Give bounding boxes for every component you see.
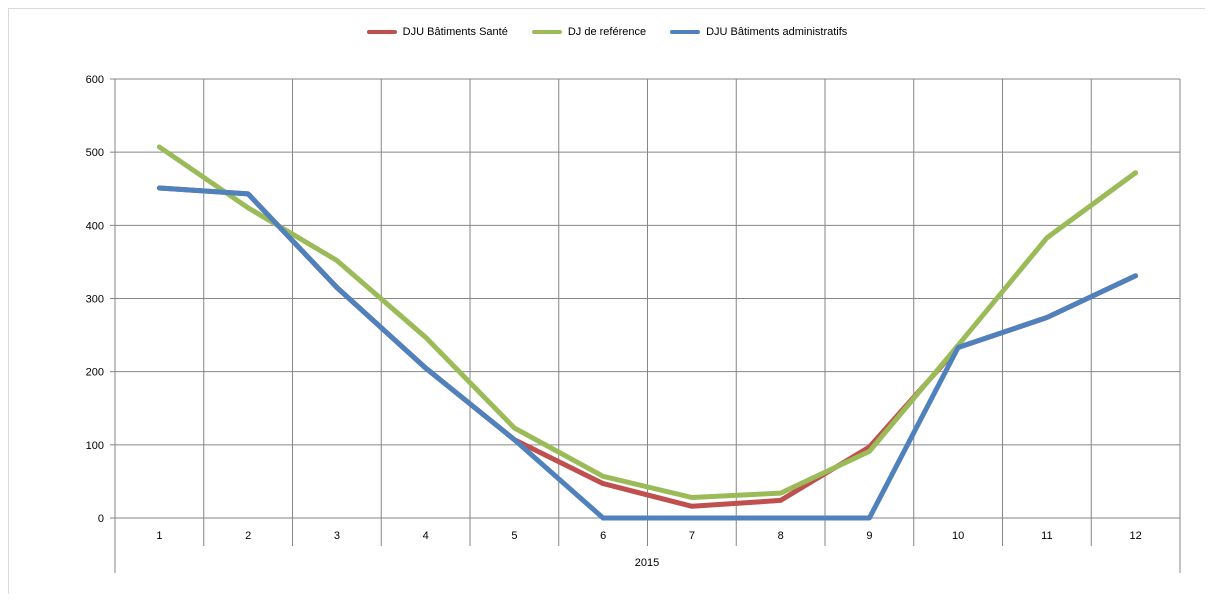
x-tick-label: 12: [1130, 530, 1142, 542]
legend-item-reference: DJ de reférence: [531, 26, 647, 38]
legend-item-administratifs: DJU Bâtiments administratifs: [670, 26, 847, 38]
legend-swatch-sante: [366, 30, 397, 34]
series-group: [156, 144, 1139, 521]
y-tick-label: 300: [86, 294, 104, 306]
legend: DJU Bâtiments Santé DJ de reférence DJU …: [0, 26, 1214, 38]
y-tick-label: 400: [86, 220, 104, 232]
y-tick-label: 600: [86, 74, 104, 86]
chart-frame: [8, 8, 1205, 594]
x-tick-label: 7: [689, 530, 695, 542]
x-tick-label: 10: [952, 530, 964, 542]
legend-swatch-administratifs: [670, 30, 701, 34]
series-line-2: [156, 185, 1139, 521]
legend-swatch-reference: [531, 30, 562, 34]
y-tick-label: 0: [98, 513, 104, 525]
y-tick-label: 100: [86, 440, 104, 452]
x-axis-group-label: 2015: [635, 557, 659, 569]
legend-label-administratifs: DJU Bâtiments administratifs: [706, 26, 848, 38]
x-tick-label: 5: [511, 530, 517, 542]
x-tick-label: 3: [334, 530, 340, 542]
legend-label-sante: DJU Bâtiments Santé: [402, 26, 508, 38]
series-line-1: [156, 144, 1139, 500]
x-tick-label: 9: [866, 530, 872, 542]
x-tick-label: 6: [600, 530, 606, 542]
x-tick-label: 4: [423, 530, 429, 542]
x-tick-label: 8: [778, 530, 784, 542]
x-tick-label: 11: [1041, 530, 1052, 542]
y-tick-label: 200: [86, 367, 104, 379]
x-tick-label: 1: [156, 530, 162, 542]
legend-label-reference: DJ de reférence: [567, 26, 647, 38]
y-tick-label: 500: [86, 147, 104, 159]
x-tick-label: 2: [245, 530, 251, 542]
grid: [114, 78, 1181, 519]
legend-item-sante: DJU Bâtiments Santé: [366, 26, 508, 38]
